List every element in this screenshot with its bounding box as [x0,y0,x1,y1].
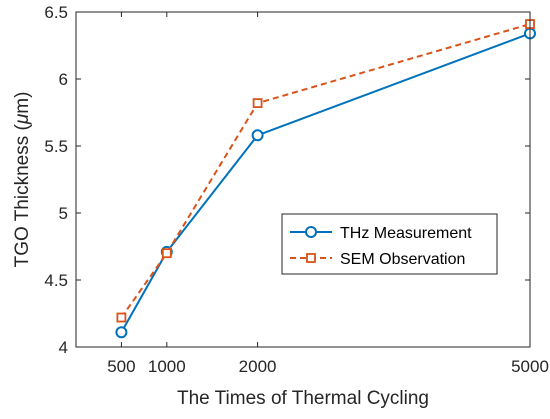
y-axis-title: TGO Thickness (μm) [12,92,33,268]
data-point [115,326,128,339]
legend-marker [306,253,316,263]
data-point [251,129,264,142]
data-point [252,98,263,109]
y-axis-title-mu: μ [12,113,33,125]
data-point [161,248,172,259]
series-line [120,32,531,333]
axes-box [75,11,531,348]
y-tick-label: 4 [59,338,68,357]
y-tick-label: 6.5 [44,3,68,22]
x-tick-label: 5000 [511,357,549,376]
x-tick-label: 1000 [148,357,186,376]
series-line [120,23,531,319]
x-tick-label: 500 [107,357,135,376]
legend-box [281,213,498,275]
legend-label: SEM Observation [340,251,465,268]
x-tick-label: 2000 [239,357,277,376]
legend: THz Measurement SEM Observation [281,213,498,275]
y-tick-label: 6 [59,70,68,89]
series-1 [115,27,536,339]
series-layer [115,19,536,339]
legend-label: THz Measurement [340,225,472,242]
series-2 [116,19,535,323]
y-axis-title-prefix: TGO Thickness ( [12,124,33,268]
y-tick-label: 4.5 [44,271,68,290]
y-axis-title-suffix: m) [12,92,33,114]
y-tick-label: 5 [59,204,68,223]
data-point [116,312,127,323]
y-tick-label: 5.5 [44,137,68,156]
legend-marker [305,226,317,238]
x-axis-title: The Times of Thermal Cycling [177,388,429,409]
ticks-layer: 500 1000 2000 5000 4 4.5 5 5.5 6 6.5 [44,3,549,376]
